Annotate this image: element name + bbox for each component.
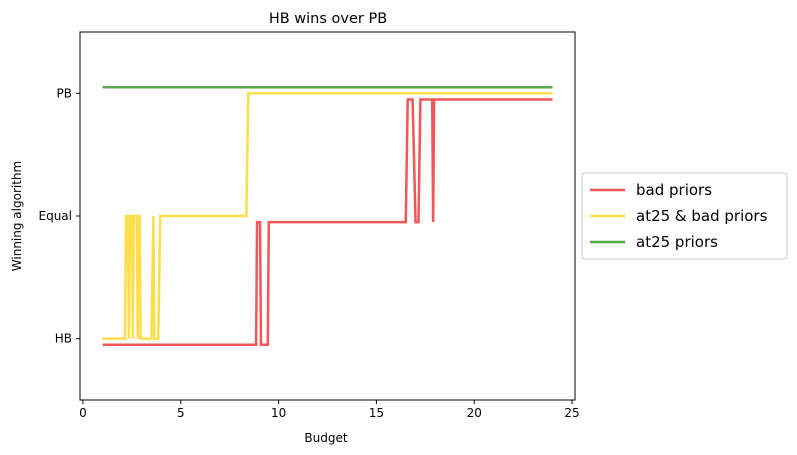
x-tick-label: 0 — [79, 406, 87, 420]
x-tick-label: 20 — [467, 406, 482, 420]
legend-label-3: at25 priors — [636, 233, 718, 251]
legend-label-1: bad priors — [636, 181, 712, 199]
legend-label-2: at25 & bad priors — [636, 207, 768, 225]
y-axis-label: Winning algorithm — [10, 161, 24, 271]
series-line-2 — [102, 92, 553, 340]
x-axis-label: Budget — [304, 431, 347, 445]
x-tick-label: 25 — [564, 406, 579, 420]
y-axis-ticks: HB Equal PB — [39, 86, 80, 346]
y-tick-label: HB — [55, 332, 72, 346]
y-tick-label: PB — [57, 86, 72, 100]
legend-box — [581, 172, 788, 260]
x-tick-label: 10 — [271, 406, 286, 420]
legend-items: bad priors at25 & bad priors at25 priors — [590, 181, 768, 251]
y-tick-label: Equal — [39, 209, 73, 223]
x-tick-label: 15 — [369, 406, 384, 420]
x-axis-ticks: 0 5 10 15 20 25 — [79, 400, 580, 420]
series-line-1 — [102, 98, 553, 347]
x-tick-label: 5 — [177, 406, 185, 420]
chart-title: HB wins over PB — [269, 11, 387, 27]
legend: bad priors at25 & bad priors at25 priors — [581, 172, 788, 260]
plot-series — [102, 85, 553, 347]
